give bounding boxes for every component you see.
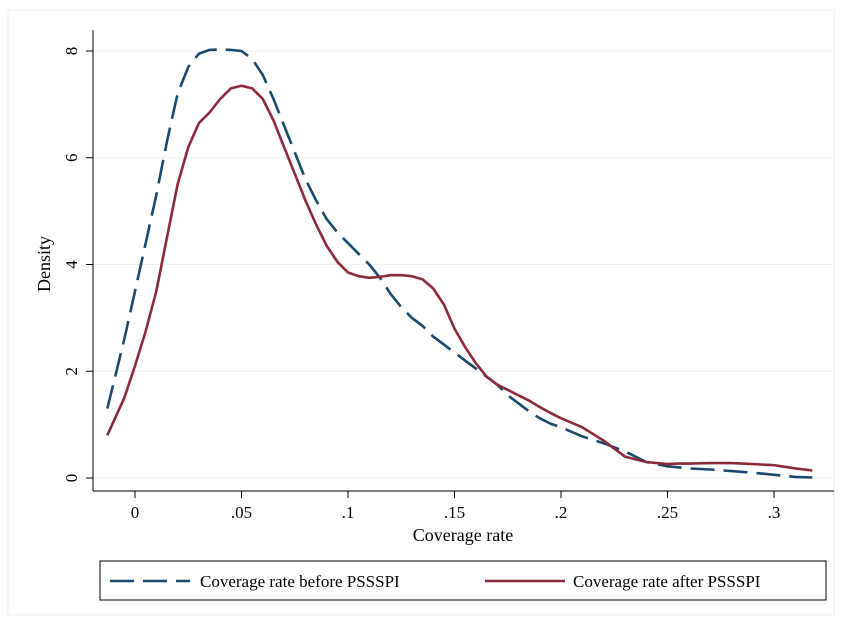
legend-label-after: Coverage rate after PSSSPI [573, 572, 761, 591]
y-tick-label-1: 2 [62, 367, 81, 376]
x-tick-label-1: .05 [231, 503, 252, 522]
legend-box [99, 560, 827, 601]
x-tick-label-0: 0 [131, 503, 140, 522]
series-line-0 [106, 48, 813, 479]
y-tick-label-0: 0 [62, 474, 81, 483]
x-axis-title: Coverage rate [413, 525, 513, 545]
chart-background [7, 9, 835, 616]
x-tick-label-3: .15 [444, 503, 465, 522]
legend-label-before: Coverage rate before PSSSPI [200, 572, 400, 591]
series-line-1 [106, 84, 813, 472]
y-axis-title: Density [34, 236, 54, 292]
x-tick-label-5: .25 [657, 503, 678, 522]
y-tick-label-2: 4 [62, 260, 81, 269]
series-lines [106, 48, 813, 479]
x-tick-label-6: .3 [768, 503, 781, 522]
y-tick-label-4: 8 [62, 47, 81, 56]
x-tick-label-2: .1 [342, 503, 355, 522]
x-tick-label-4: .2 [555, 503, 568, 522]
y-ticks: 0 2 4 6 8 [62, 47, 93, 483]
legend: Coverage rate before PSSSPI Coverage rat… [99, 560, 827, 601]
gridlines [93, 50, 834, 479]
y-tick-label-3: 6 [62, 154, 81, 163]
axes [92, 30, 834, 492]
x-ticks: 0 .05 .1 .15 .2 .25 .3 [131, 491, 781, 522]
